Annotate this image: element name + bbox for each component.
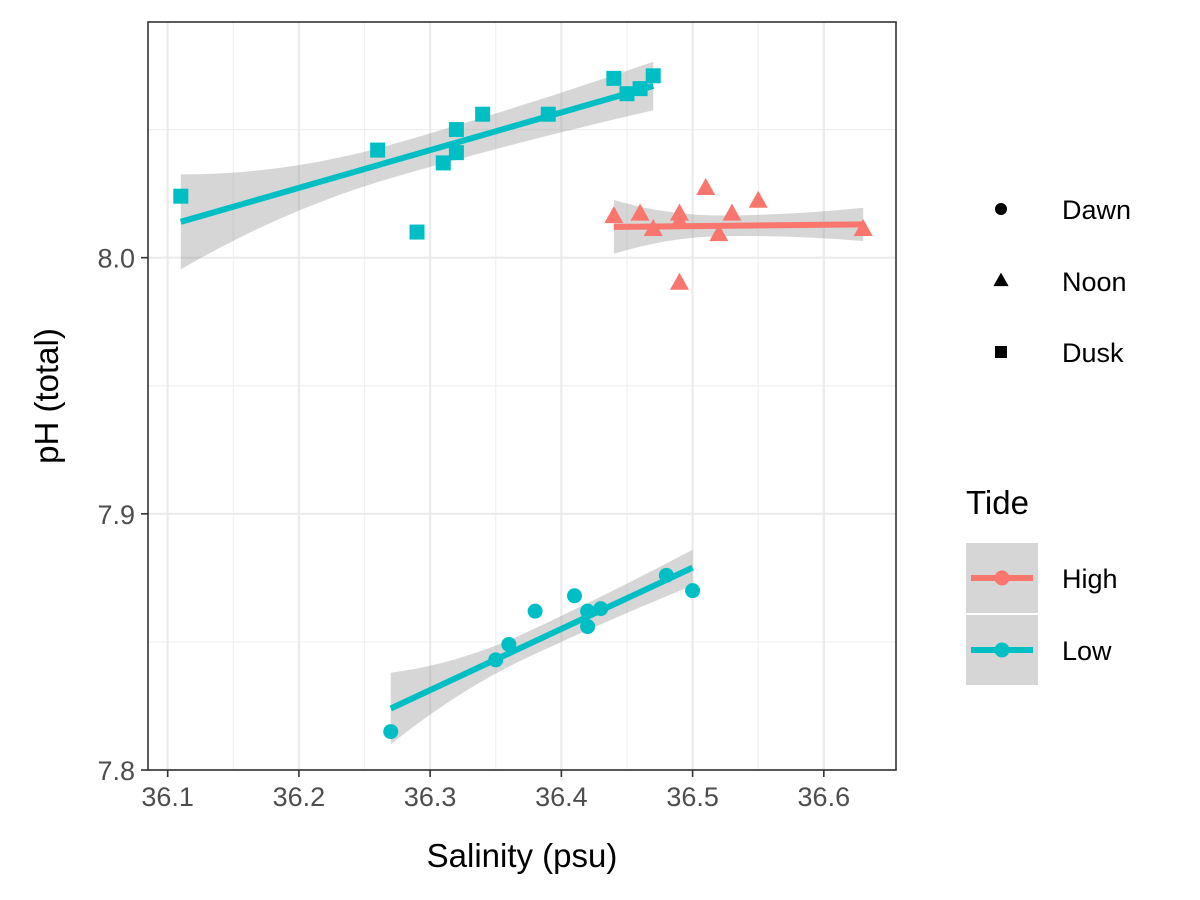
dusk-point [645,68,661,84]
dusk-point [448,145,464,161]
fit-line-dusk [179,83,655,225]
dawn-point [566,588,582,604]
legend-circle-icon [995,203,1007,215]
axes: 36.1 36.2 36.3 36.4 36.5 36.6 7.8 7.9 8.0 [97,244,850,812]
noon-point [604,206,624,224]
y-tick-label: 8.0 [97,244,135,274]
fit-lines [179,83,864,712]
dusk-point [409,224,425,240]
legend-circle-icon [994,642,1010,658]
x-tick-label: 36.6 [798,782,851,812]
shape-legend-label: Noon [1062,267,1127,297]
noon-point [722,203,742,221]
dusk-point [370,142,386,158]
y-axis-title: pH (total) [28,328,65,464]
dawn-point [527,603,543,619]
color-legend-label: Low [1062,636,1112,666]
noon-point [630,203,650,221]
shape-legend-label: Dawn [1062,195,1131,225]
color-legend: Tide High Low [966,484,1118,685]
shape-legend-label: Dusk [1062,338,1124,368]
y-tick-label: 7.8 [97,756,135,786]
x-tick-label: 36.1 [141,782,194,812]
color-legend-title: Tide [966,484,1029,521]
x-axis-title: Salinity (psu) [427,837,618,874]
confidence-band-dusk [180,61,654,270]
fit-line-dawn [389,564,694,712]
color-legend-label: High [1062,564,1118,594]
dusk-point [173,188,189,204]
noon-point [669,272,689,290]
x-tick-label: 36.5 [666,782,719,812]
confidence-band-dawn [390,549,693,745]
x-tick-label: 36.2 [273,782,326,812]
dawn-point [685,583,701,599]
noon-point [853,218,873,236]
noon-point [709,224,729,242]
shape-legend: Dawn Noon Dusk [993,195,1131,368]
dawn-point [580,619,596,635]
grid-layer [148,22,896,772]
dawn-point [501,636,517,652]
legend-circle-icon [994,570,1010,586]
x-tick-label: 36.4 [535,782,588,812]
legend-square-icon [995,346,1007,358]
y-tick-label: 7.9 [97,500,135,530]
x-tick-label: 36.3 [404,782,457,812]
noon-point [696,177,716,195]
dusk-point [448,122,464,138]
dusk-point [606,70,622,86]
plot-border [147,21,897,771]
fit-line-noon [613,221,864,230]
noon-point [748,190,768,208]
dusk-point [435,155,451,171]
legend-triangle-icon [993,272,1009,287]
dawn-point [383,724,399,740]
dusk-point [475,106,491,122]
